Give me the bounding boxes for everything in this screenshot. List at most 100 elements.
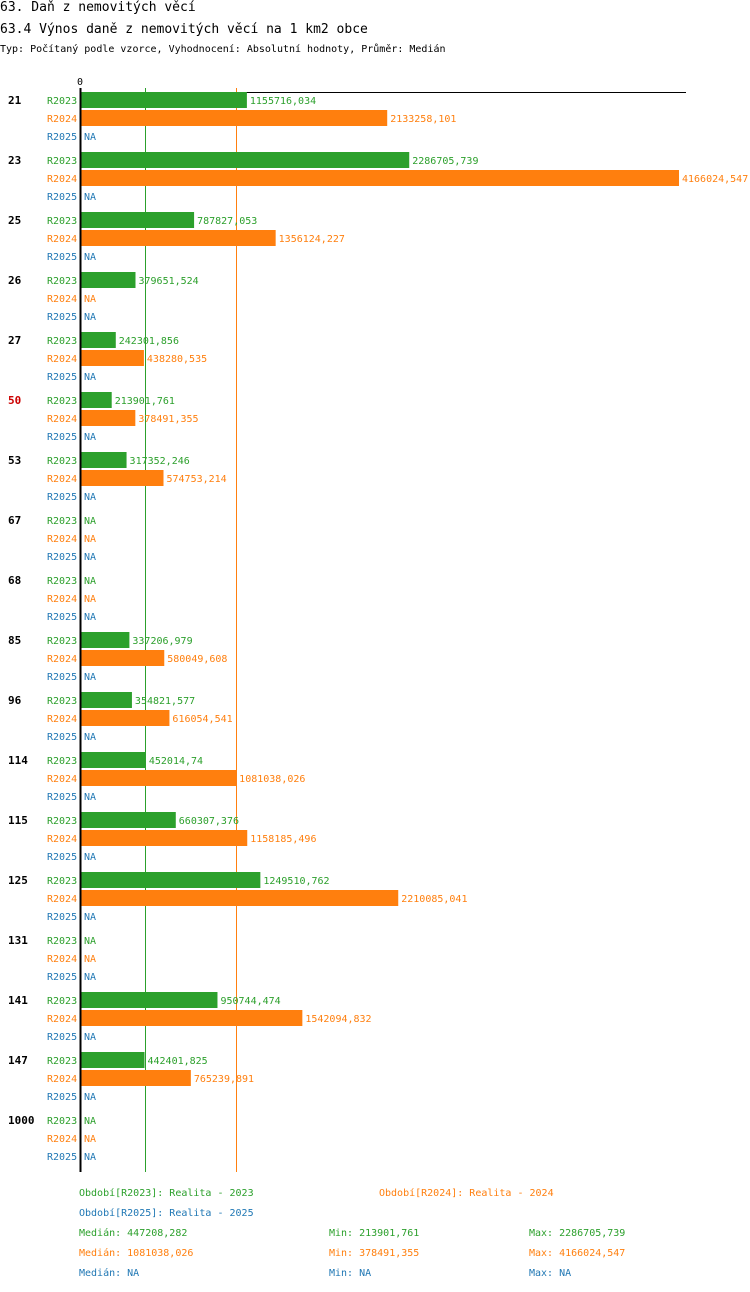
value-label-r2024: 438280,535 [147, 354, 207, 365]
category-label: 67 [8, 514, 21, 527]
series-label-r2023: R2023 [47, 696, 77, 707]
series-label-r2024: R2024 [47, 294, 77, 305]
stat-min-2025: Min: NA [329, 1268, 372, 1279]
series-label-r2025: R2025 [47, 132, 77, 143]
series-label-r2025: R2025 [47, 1032, 77, 1043]
series-label-r2024: R2024 [47, 1014, 77, 1025]
bar-r2023 [81, 752, 146, 768]
bar-r2023 [81, 812, 176, 828]
value-label-r2024: 580049,608 [167, 654, 227, 665]
value-label-r2024: NA [84, 1134, 96, 1145]
value-label-r2024: 616054,541 [172, 714, 232, 725]
bar-r2023 [81, 632, 130, 648]
bar-r2023 [81, 452, 127, 468]
value-label-r2023: 317352,246 [130, 456, 190, 467]
bar-r2023 [81, 152, 410, 168]
value-label-r2024: NA [84, 954, 96, 965]
value-label-r2024: 2210085,041 [401, 894, 467, 905]
bar-r2024 [81, 350, 144, 366]
series-label-r2023: R2023 [47, 576, 77, 587]
bar-r2024 [81, 650, 165, 666]
value-label-r2024: 765239,891 [194, 1074, 254, 1085]
series-label-r2023: R2023 [47, 876, 77, 887]
chart-subtitle: Typ: Počítaný podle vzorce, Vyhodnocení:… [0, 44, 446, 55]
chart-title: 63.4 Výnos daně z nemovitých věcí na 1 k… [0, 22, 368, 37]
stat-max-2025: Max: NA [529, 1268, 572, 1279]
stat-max-2023: Max: 2286705,739 [529, 1228, 626, 1239]
value-label-r2025: NA [84, 1152, 96, 1163]
category-label: 96 [8, 694, 22, 707]
value-label-r2023: NA [84, 576, 96, 587]
series-label-r2023: R2023 [47, 516, 77, 527]
series-label-r2023: R2023 [47, 456, 77, 467]
bar-r2023 [81, 332, 116, 348]
series-label-r2025: R2025 [47, 1092, 77, 1103]
series-label-r2024: R2024 [47, 1134, 77, 1145]
bar-r2024 [81, 1070, 191, 1086]
bar-r2023 [81, 392, 112, 408]
value-label-r2025: NA [84, 552, 96, 563]
bar-r2023 [81, 272, 136, 288]
series-label-r2023: R2023 [47, 396, 77, 407]
bar-r2024 [81, 470, 164, 486]
stat-median-2023: Medián: 447208,282 [79, 1228, 188, 1239]
category-label: 21 [8, 94, 22, 107]
value-label-r2024: 4166024,547 [682, 174, 748, 185]
value-label-r2023: NA [84, 936, 96, 947]
series-label-r2024: R2024 [47, 954, 77, 965]
bar-r2024 [81, 770, 237, 786]
section-title: 63. Daň z nemovitých věcí [0, 0, 196, 15]
series-label-r2025: R2025 [47, 912, 77, 923]
value-label-r2024: NA [84, 294, 96, 305]
value-label-r2023: 787827,053 [197, 216, 257, 227]
series-label-r2024: R2024 [47, 654, 77, 665]
series-label-r2025: R2025 [47, 852, 77, 863]
value-label-r2025: NA [84, 312, 96, 323]
value-label-r2024: 1542094,832 [305, 1014, 371, 1025]
category-label: 115 [8, 814, 28, 827]
series-label-r2024: R2024 [47, 174, 77, 185]
series-label-r2025: R2025 [47, 192, 77, 203]
stat-median-2025: Medián: NA [79, 1268, 140, 1279]
bar-r2024 [81, 890, 399, 906]
series-label-r2024: R2024 [47, 774, 77, 785]
series-label-r2025: R2025 [47, 792, 77, 803]
bar-r2024 [81, 170, 679, 186]
value-label-r2024: 574753,214 [167, 474, 227, 485]
series-label-r2025: R2025 [47, 552, 77, 563]
series-label-r2025: R2025 [47, 672, 77, 683]
value-label-r2025: NA [84, 792, 96, 803]
series-label-r2025: R2025 [47, 372, 77, 383]
series-label-r2024: R2024 [47, 714, 77, 725]
bar-r2024 [81, 1010, 303, 1026]
series-label-r2024: R2024 [47, 894, 77, 905]
series-label-r2024: R2024 [47, 1074, 77, 1085]
value-label-r2023: 379651,524 [138, 276, 198, 287]
series-label-r2025: R2025 [47, 252, 77, 263]
value-label-r2023: 354821,577 [135, 696, 195, 707]
category-label: 125 [8, 874, 28, 887]
series-label-r2024: R2024 [47, 474, 77, 485]
series-label-r2025: R2025 [47, 432, 77, 443]
category-label: 53 [8, 454, 21, 467]
series-label-r2023: R2023 [47, 1116, 77, 1127]
stat-min-2024: Min: 378491,355 [329, 1248, 420, 1259]
legend-period-2025: Období[R2025]: Realita - 2025 [79, 1208, 254, 1219]
value-label-r2024: 1158185,496 [250, 834, 316, 845]
series-label-r2023: R2023 [47, 1056, 77, 1067]
series-label-r2023: R2023 [47, 636, 77, 647]
series-label-r2023: R2023 [47, 156, 77, 167]
value-label-r2023: 2286705,739 [412, 156, 478, 167]
series-label-r2025: R2025 [47, 972, 77, 983]
bar-r2023 [81, 992, 218, 1008]
bar-r2023 [81, 872, 261, 888]
value-label-r2025: NA [84, 372, 96, 383]
value-label-r2023: 950744,474 [220, 996, 280, 1007]
stat-min-2023: Min: 213901,761 [329, 1228, 420, 1239]
series-label-r2023: R2023 [47, 996, 77, 1007]
value-label-r2025: NA [84, 132, 96, 143]
bar-r2023 [81, 1052, 145, 1068]
series-label-r2023: R2023 [47, 336, 77, 347]
legend-period-2023: Období[R2023]: Realita - 2023 [79, 1188, 254, 1199]
value-label-r2025: NA [84, 492, 96, 503]
